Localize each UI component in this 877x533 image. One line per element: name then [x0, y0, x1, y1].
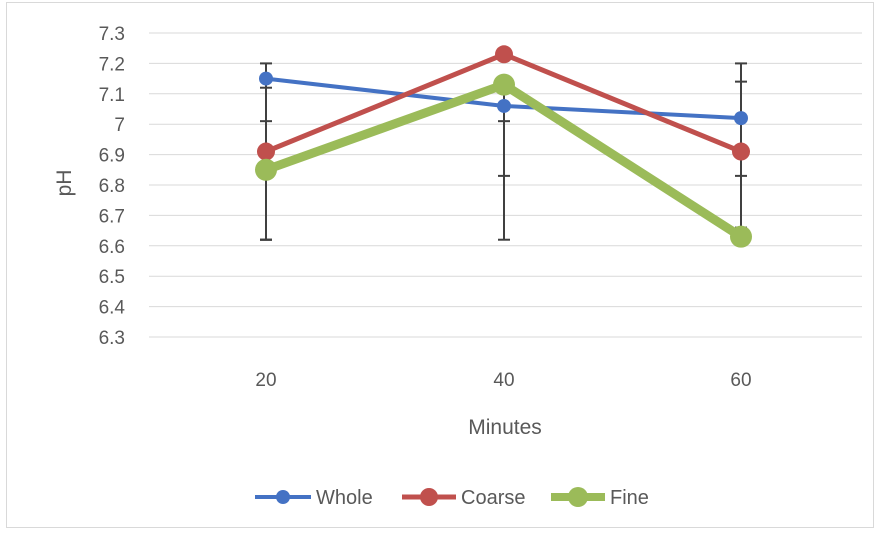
data-point-whole — [734, 111, 748, 126]
data-point-coarse — [732, 142, 750, 161]
x-axis-title: Minutes — [468, 416, 542, 439]
x-tick-label: 60 — [730, 370, 751, 391]
y-tick-label: 6.6 — [99, 237, 125, 258]
data-point-fine — [493, 73, 515, 96]
legend: Whole Coarse Fine — [255, 487, 649, 509]
legend-label: Coarse — [461, 487, 525, 509]
y-tick-label: 6.9 — [99, 146, 125, 167]
legend-marker — [568, 487, 588, 507]
y-tick-label: 7 — [114, 115, 125, 136]
y-axis-title: pH — [53, 170, 76, 197]
data-point-whole — [259, 71, 273, 86]
legend-marker — [276, 490, 290, 504]
y-tick-label: 6.7 — [99, 206, 125, 227]
y-tick-label: 6.4 — [99, 298, 126, 319]
data-point-whole — [497, 98, 511, 113]
data-point-coarse — [257, 142, 275, 161]
data-point-fine — [255, 158, 277, 181]
legend-marker — [420, 488, 438, 506]
y-tick-label: 7.1 — [99, 85, 125, 106]
y-tick-label: 6.8 — [99, 176, 125, 197]
legend-label: Whole — [316, 487, 373, 509]
y-axis-tick-labels: 7.3 7.2 7.1 7 6.9 6.8 6.7 6.6 6.5 6.4 6.3 — [99, 24, 126, 349]
chart-area — [6, 2, 874, 528]
data-point-fine — [730, 225, 752, 248]
legend-label: Fine — [610, 487, 649, 509]
y-tick-label: 7.3 — [99, 24, 125, 45]
y-tick-label: 7.2 — [99, 54, 125, 75]
x-tick-label: 20 — [255, 370, 276, 391]
data-point-coarse — [495, 45, 513, 64]
legend-item-whole: Whole — [255, 487, 373, 509]
y-tick-label: 6.5 — [99, 267, 125, 288]
legend-item-coarse: Coarse — [402, 487, 525, 509]
y-tick-label: 6.3 — [99, 328, 125, 349]
x-tick-label: 40 — [493, 370, 514, 391]
series-markers — [255, 45, 752, 248]
legend-item-fine: Fine — [551, 487, 649, 509]
x-axis-tick-labels: 20 40 60 — [255, 370, 751, 391]
